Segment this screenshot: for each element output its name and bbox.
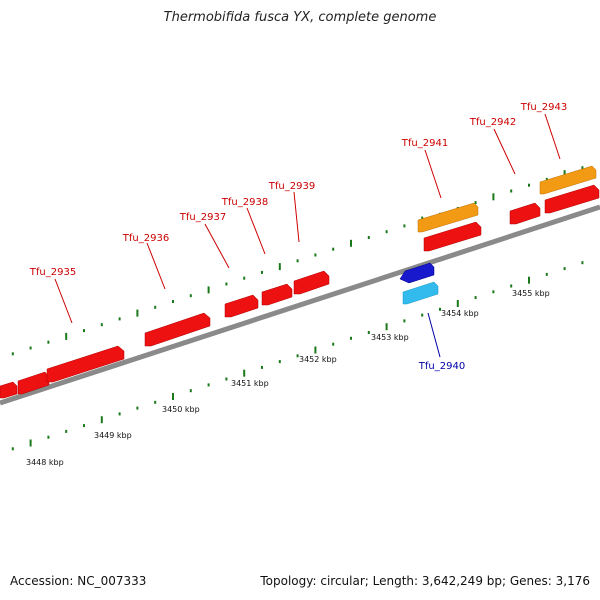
kbp-scale-labels: 3448 kbp 3449 kbp 3450 kbp 3451 kbp 3452 kbp…: [26, 289, 550, 467]
kbp-label: 3448 kbp: [26, 458, 64, 467]
kbp-label: 3453 kbp: [371, 333, 409, 342]
cds-arrow[interactable]: [0, 381, 18, 399]
kbp-label: 3449 kbp: [94, 431, 132, 440]
cds-arrow[interactable]: [261, 283, 293, 306]
leader-tfu-2936: [146, 242, 166, 290]
label-leader-lines: [54, 113, 561, 358]
gene-tfu-2937[interactable]: [224, 294, 259, 318]
label-tfu-2939[interactable]: Tfu_2939: [268, 181, 315, 192]
cds-arrow[interactable]: [423, 221, 482, 252]
gene-tfu-2941[interactable]: [417, 202, 482, 252]
gene-track: [0, 165, 600, 399]
feature-bar[interactable]: [539, 165, 597, 195]
leader-tfu-2942: [493, 128, 516, 175]
gene-tfu-2943[interactable]: [539, 165, 600, 214]
genome-summary-text: Topology: circular; Length: 3,642,249 bp…: [260, 574, 590, 588]
leader-tfu-2938: [246, 207, 266, 255]
label-tfu-2940[interactable]: Tfu_2940: [418, 361, 465, 372]
gene-labels: Tfu_2935 Tfu_2936 Tfu_2937 Tfu_2938 Tfu_…: [29, 102, 567, 372]
cds-arrow[interactable]: [509, 202, 541, 225]
gene-unlabeled-2[interactable]: [17, 371, 50, 395]
reverse-feature-bar[interactable]: [402, 281, 439, 305]
kbp-label: 3455 kbp: [512, 289, 550, 298]
cds-arrow[interactable]: [293, 270, 330, 295]
leader-tfu-2943: [544, 113, 561, 160]
label-tfu-2942[interactable]: Tfu_2942: [469, 117, 516, 128]
genome-backbone: [0, 204, 600, 406]
cds-arrow[interactable]: [46, 345, 125, 383]
cds-arrow[interactable]: [224, 294, 259, 318]
leader-tfu-2939: [293, 191, 300, 243]
label-tfu-2936[interactable]: Tfu_2936: [122, 233, 169, 244]
kbp-label: 3450 kbp: [162, 405, 200, 414]
label-tfu-2941[interactable]: Tfu_2941: [401, 138, 448, 149]
map-title: Thermobifida fusca YX, complete genome: [163, 10, 437, 25]
gene-tfu-2939[interactable]: [293, 270, 330, 295]
leader-tfu-2937: [204, 223, 230, 269]
gene-unlabeled-1[interactable]: [0, 381, 18, 399]
label-tfu-2937[interactable]: Tfu_2937: [179, 212, 226, 223]
cds-arrow[interactable]: [544, 184, 600, 214]
label-tfu-2943[interactable]: Tfu_2943: [520, 102, 567, 113]
outer-tick-track: [11, 166, 584, 356]
leader-tfu-2935: [54, 278, 73, 324]
leader-tfu-2941: [424, 149, 442, 199]
kbp-label: 3451 kbp: [231, 379, 269, 388]
inner-tick-track: [11, 261, 584, 451]
reverse-cds-arrow[interactable]: [399, 262, 435, 284]
gene-tfu-2940[interactable]: [399, 262, 439, 305]
leader-tfu-2940: [427, 312, 441, 358]
label-tfu-2938[interactable]: Tfu_2938: [221, 197, 268, 208]
cds-arrow[interactable]: [144, 312, 211, 347]
feature-bar[interactable]: [417, 202, 479, 233]
accession-text: Accession: NC_007333: [10, 574, 147, 588]
kbp-label: 3452 kbp: [299, 355, 337, 364]
cds-arrow[interactable]: [17, 371, 50, 395]
gene-tfu-2942[interactable]: [509, 202, 541, 225]
gene-tfu-2936[interactable]: [144, 312, 211, 347]
gene-tfu-2938[interactable]: [261, 283, 293, 306]
kbp-label: 3454 kbp: [441, 309, 479, 318]
label-tfu-2935[interactable]: Tfu_2935: [29, 267, 76, 278]
gene-tfu-2935[interactable]: [46, 345, 125, 383]
